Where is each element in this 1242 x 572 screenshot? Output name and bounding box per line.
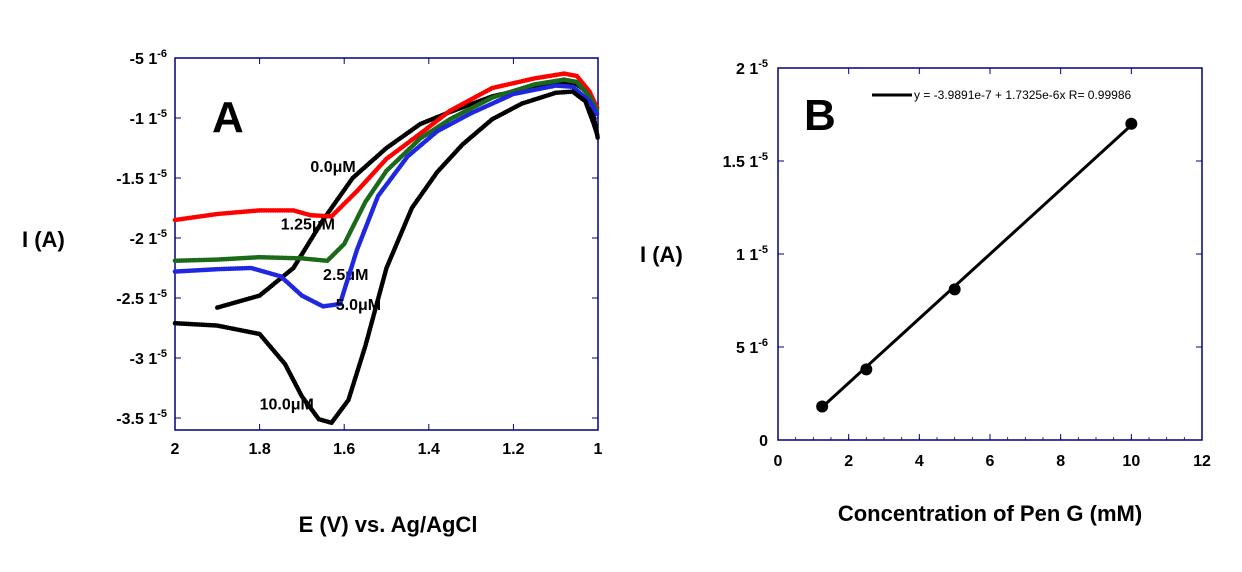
chart-a-xtick-label: 2: [171, 441, 180, 458]
chart-b-ytick-label: 5 1-6: [736, 337, 768, 357]
chart-a-frame: [174, 57, 599, 431]
chart-b-xtick-label: 2: [844, 453, 853, 470]
chart-b-point: [948, 283, 961, 296]
chart-b-ytick-label: 1 1-5: [736, 244, 768, 264]
chart-b-xtick-label: 6: [986, 453, 995, 470]
chart-a-series: 2.5μM: [172, 77, 600, 284]
chart-b-xtick-label: 0: [774, 453, 783, 470]
chart-b-point: [1125, 117, 1138, 130]
chart-a-series-line: [174, 90, 600, 425]
chart-b-ytick-label: 2 1-5: [736, 58, 768, 78]
chart-b-ytick-label: 1.5 1-5: [723, 151, 768, 171]
chart-a-series-line: [174, 78, 600, 263]
chart-b-point: [816, 400, 829, 413]
chart-b-ytick-label: 0: [759, 433, 768, 450]
chart-b-ylabel: I (A): [640, 242, 683, 267]
chart-b-point: [860, 363, 873, 376]
chart-b-xtick-label: 4: [915, 453, 924, 470]
chart-a-xtick-label: 1.2: [502, 441, 524, 458]
chart-a-xtick-label: 1.6: [333, 441, 355, 458]
chart-b-fit-line: [821, 124, 1133, 409]
chart-a-ytick-label: -1.5 1-5: [116, 168, 167, 188]
chart-a-series-label: 5.0μM: [336, 297, 381, 314]
chart-a-xlabel: E (V) vs. Ag/AgCl: [299, 512, 478, 537]
chart-a-xtick-label: 1: [594, 441, 603, 458]
chart-a-series-line: [174, 84, 600, 308]
chart-b-legend-text: y = -3.9891e-7 + 1.7325e-6x R= 0.99986: [914, 88, 1131, 102]
chart-b: 0 2 4 6 8 10 12 0 5 1-6 1 1-5 1.5 1-5 2 1-5 B I (A)…: [640, 58, 1211, 526]
chart-a-series-line: [174, 72, 600, 222]
chart-b-xtick-label: 8: [1056, 453, 1065, 470]
chart-a-series: 10.0μM: [172, 89, 600, 426]
chart-a-ytick-label: -2 1-5: [130, 228, 167, 248]
chart-a-ytick-label: -5 1-6: [130, 48, 167, 68]
chart-a-series-label: 1.25μM: [281, 217, 335, 234]
chart-a-series-label: 10.0μM: [260, 397, 314, 414]
chart-a: 2 1.8 1.6 1.4 1.2 1 -5 1-6 -1 1-5 -1.5 1-5 -2 1-5…: [22, 48, 603, 537]
chart-a-series: 1.25μM: [172, 71, 600, 234]
chart-a-ytick-label: -2.5 1-5: [116, 288, 167, 308]
chart-b-xtick-label: 10: [1122, 453, 1140, 470]
chart-a-ylabel: I (A): [22, 227, 65, 252]
chart-a-ytick-label: -3.5 1-5: [116, 408, 167, 428]
chart-a-series-label: 2.5μM: [323, 267, 368, 284]
chart-a-ytick-label: -1 1-5: [130, 108, 167, 128]
chart-a-xtick-label: 1.4: [418, 441, 440, 458]
chart-a-series: 5.0μM: [172, 83, 600, 314]
chart-a-series-label: 0.0μM: [310, 159, 355, 176]
chart-a-panel-letter: A: [212, 93, 244, 142]
chart-b-xtick-label: 12: [1193, 453, 1211, 470]
chart-a-xtick-label: 1.8: [248, 441, 270, 458]
chart-b-panel-letter: B: [804, 91, 836, 140]
chart-b-xlabel: Concentration of Pen G (mM): [838, 501, 1142, 526]
chart-a-ytick-label: -3 1-5: [130, 348, 167, 368]
